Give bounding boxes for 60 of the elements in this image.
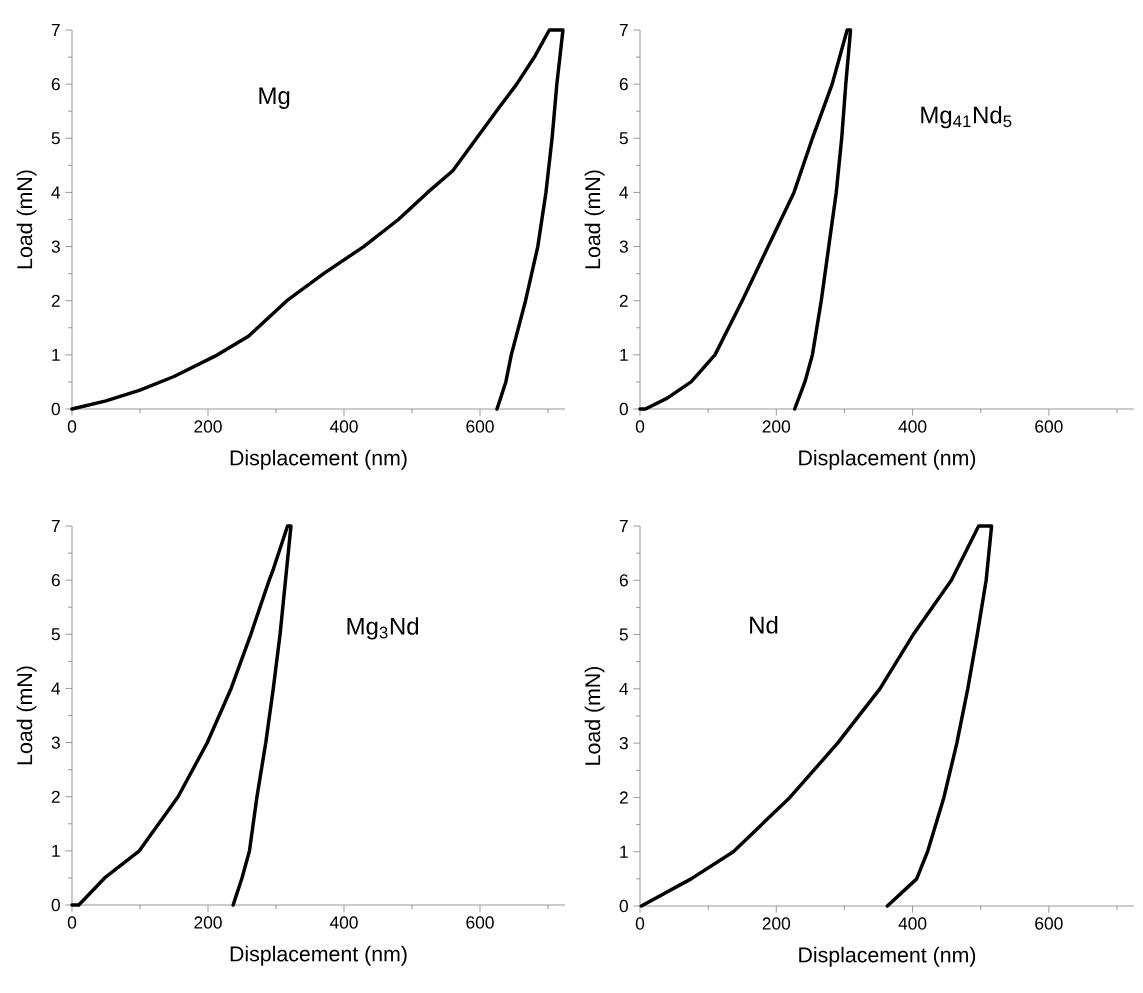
x-tick-label: 400 [898, 917, 927, 930]
y-tick-label: 7 [51, 24, 60, 36]
y-tick-label: 5 [51, 628, 60, 641]
y-tick-label: 4 [619, 186, 629, 199]
x-tick-label: 600 [1035, 420, 1063, 433]
x-tick-label: 400 [329, 916, 358, 929]
y-tick-label: 5 [619, 132, 628, 145]
x-axis-title: Displacement (nm) [799, 449, 976, 470]
x-axis-title: Displacement (nm) [799, 946, 976, 967]
y-tick-label: 0 [51, 898, 60, 912]
y-tick-label: 3 [51, 240, 60, 253]
y-tick-label: 1 [620, 845, 628, 858]
y-axis-title: Load (mN) [16, 170, 37, 269]
x-axis-title: Displacement (nm) [230, 945, 407, 966]
y-axis-title: Load (mN) [584, 170, 605, 269]
x-tick-label: 200 [194, 420, 222, 433]
y-tick-label: 3 [619, 240, 628, 253]
y-axis-title: Load (mN) [584, 666, 605, 765]
y-tick-label: 6 [51, 574, 60, 587]
x-tick-label: 200 [762, 917, 791, 930]
x-tick-label: 200 [762, 420, 791, 433]
x-tick-label: 0 [635, 917, 645, 930]
y-tick-label: 0 [619, 899, 628, 913]
x-tick-label: 0 [635, 420, 645, 433]
x-tick-label: 200 [194, 916, 222, 929]
y-tick-label: 0 [619, 402, 628, 416]
x-tick-label: 400 [329, 420, 358, 433]
annotation: Mg$_{3}$Nd [347, 617, 419, 640]
y-tick-label: 4 [51, 186, 61, 199]
y-tick-label: 1 [52, 844, 60, 857]
x-axis-title: Displacement (nm) [230, 449, 407, 470]
y-tick-label: 1 [52, 348, 60, 361]
y-tick-label: 2 [51, 790, 60, 803]
y-tick-label: 0 [51, 402, 60, 416]
x-tick-label: 400 [898, 420, 927, 433]
y-tick-label: 2 [619, 294, 628, 307]
y-tick-label: 6 [619, 78, 628, 91]
y-tick-label: 6 [51, 78, 60, 91]
annotation: Nd [750, 615, 778, 634]
y-axis-title: Load (mN) [16, 666, 37, 765]
y-tick-label: 5 [619, 628, 628, 641]
y-tick-label: 4 [619, 682, 629, 695]
y-tick-label: 7 [619, 24, 628, 36]
y-tick-label: 3 [51, 736, 60, 749]
y-tick-label: 3 [619, 737, 628, 750]
x-tick-label: 0 [67, 916, 77, 929]
x-tick-label: 600 [1035, 917, 1063, 930]
y-tick-label: 2 [51, 294, 60, 307]
y-tick-label: 7 [51, 520, 60, 532]
y-tick-label: 2 [619, 791, 628, 804]
x-tick-label: 600 [466, 916, 494, 929]
annotation: Mg [259, 87, 290, 109]
y-tick-label: 6 [619, 574, 628, 587]
y-tick-label: 7 [619, 520, 628, 532]
y-tick-label: 5 [51, 132, 60, 145]
x-tick-label: 0 [67, 420, 77, 433]
annotation: Mg$_{41}$Nd$_{5}$ [921, 105, 1012, 129]
y-tick-label: 4 [51, 682, 61, 695]
y-tick-label: 1 [620, 348, 628, 361]
x-tick-label: 600 [466, 420, 494, 433]
